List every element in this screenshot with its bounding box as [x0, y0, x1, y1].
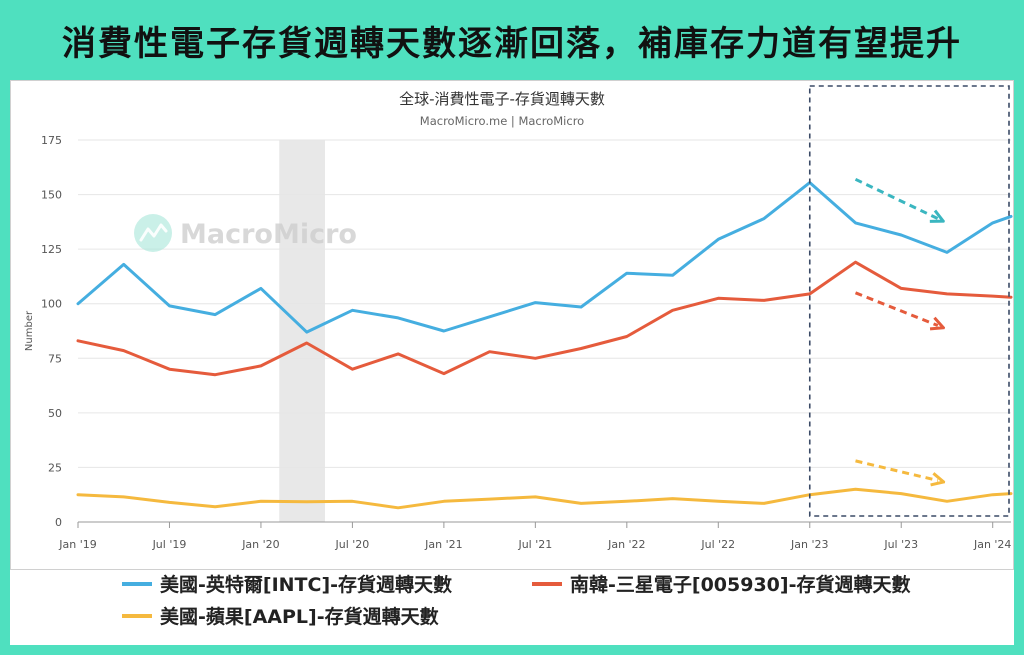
x-tick-label: Jan '21 [424, 538, 462, 551]
trend-arrow-0 [854, 177, 938, 218]
x-tick-label: Jan '19 [58, 538, 96, 551]
y-tick-label: 50 [48, 407, 62, 420]
chart-title: 全球-消費性電子-存貨週轉天數 [399, 90, 605, 108]
legend-label-intel: 美國-英特爾[INTC]-存貨週轉天數 [160, 574, 453, 596]
headline-banner: 消費性電子存貨週轉天數逐漸回落，補庫存力道有望提升 [0, 0, 1024, 80]
legend-label-samsung: 南韓-三星電子[005930]-存貨週轉天數 [570, 574, 911, 596]
y-tick-label: 25 [48, 461, 62, 474]
legend-swatch-apple [122, 613, 152, 618]
series-line-2 [76, 487, 1013, 510]
y-tick-label: 125 [41, 243, 62, 256]
chart-panel: 0 25 50 75 100 125 150 175 Jan '19 Jul '19 Jan '20… [10, 80, 1014, 645]
series-line-0 [76, 181, 1013, 334]
watermark-text: MacroMicro [180, 219, 357, 250]
trend-arrow-1 [854, 291, 938, 326]
watermark-chart-glyph-icon [139, 223, 168, 242]
x-tick-label: Jul '22 [700, 538, 735, 551]
y-tick-label: 0 [55, 516, 62, 529]
legend-swatch-intel [122, 581, 152, 586]
x-tick-label: Jan '20 [241, 538, 279, 551]
chart-frame [10, 80, 1014, 570]
x-tick-label: Jul '23 [883, 538, 918, 551]
chart-subtitle: MacroMicro.me | MacroMicro [420, 114, 584, 128]
highlight-dashed-box [808, 85, 1010, 517]
y-tick-label: 175 [41, 134, 62, 147]
x-tick-label: Jul '21 [517, 538, 552, 551]
legend-item-apple[interactable]: 美國-蘋果[AAPL]-存貨週轉天數 [122, 602, 439, 629]
legend-swatch-samsung [532, 581, 562, 586]
y-tick-label: 150 [41, 189, 62, 202]
y-tick-label: 75 [48, 352, 62, 365]
shaded-period-band [279, 140, 325, 522]
y-axis-label: Number [24, 310, 35, 351]
legend-item-samsung[interactable]: 南韓-三星電子[005930]-存貨週轉天數 [532, 570, 910, 597]
x-tick-label: Jan '22 [607, 538, 645, 551]
line-chart: 0 25 50 75 100 125 150 175 Jan '19 Jul '19 Jan '20… [10, 80, 1014, 570]
x-tick-label: Jan '23 [790, 538, 828, 551]
legend-item-intel[interactable]: 美國-英特爾[INTC]-存貨週轉天數 [122, 570, 452, 597]
x-tick-label: Jan '24 [973, 538, 1011, 551]
x-tick-label: Jul '19 [152, 538, 187, 551]
series-line-1 [76, 260, 1013, 377]
trend-arrow-2 [855, 459, 938, 481]
headline-title: 消費性電子存貨週轉天數逐漸回落，補庫存力道有望提升 [62, 23, 962, 64]
y-tick-label: 100 [41, 298, 62, 311]
x-tick-label: Jul '20 [335, 538, 370, 551]
legend-label-apple: 美國-蘋果[AAPL]-存貨週轉天數 [160, 606, 439, 628]
